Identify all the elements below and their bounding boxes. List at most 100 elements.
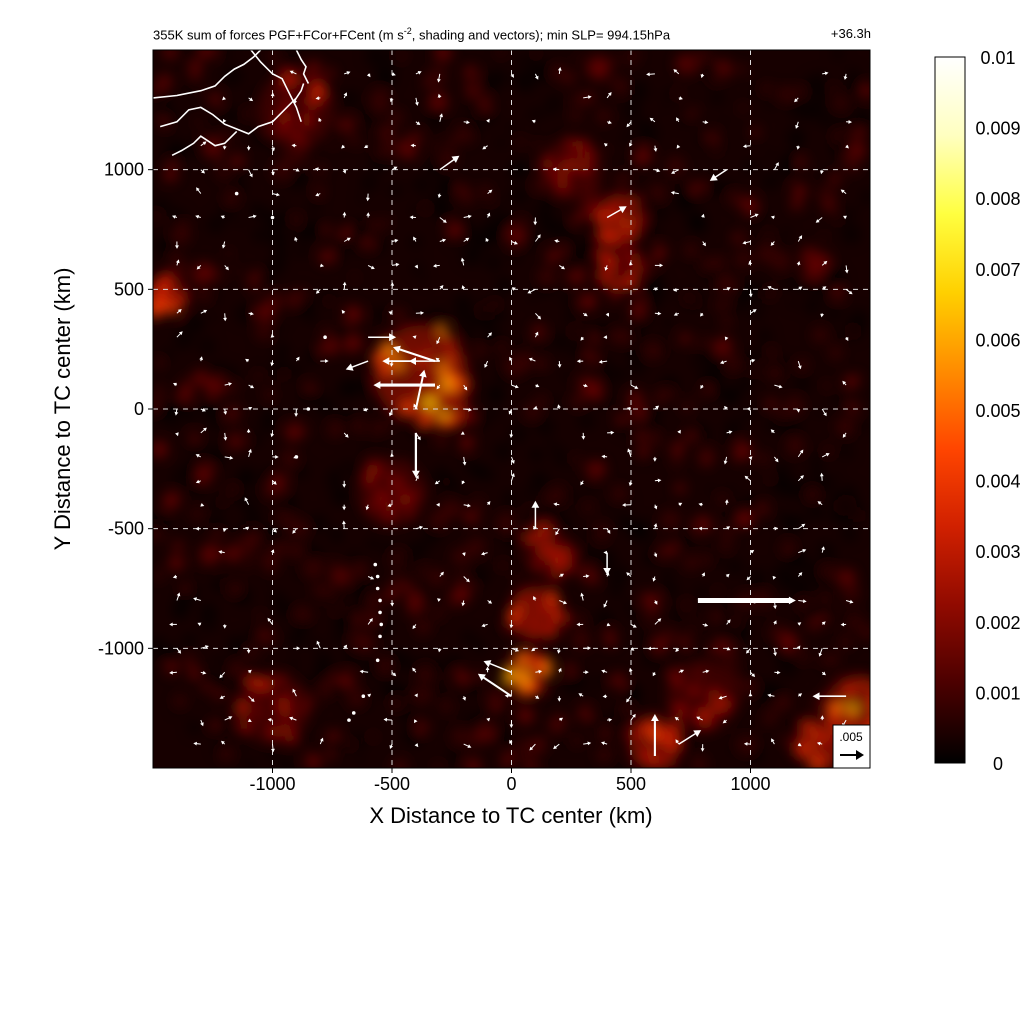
heatmap-hotspot-cell bbox=[539, 537, 546, 544]
force-vector-head bbox=[442, 238, 447, 243]
heatmap-speckle bbox=[280, 449, 299, 468]
island-outline bbox=[347, 718, 351, 722]
force-vector-head bbox=[821, 621, 826, 626]
force-vector-head bbox=[460, 431, 465, 435]
colorbar-tick-label: 0.007 bbox=[975, 260, 1020, 280]
heatmap-speckle bbox=[225, 249, 233, 258]
heatmap-speckle bbox=[623, 100, 642, 119]
heatmap-speckle bbox=[162, 646, 181, 665]
heatmap-hotspot-cell bbox=[652, 754, 658, 761]
heatmap-hotspot-cell bbox=[398, 492, 413, 507]
force-vector-head bbox=[746, 649, 750, 654]
heatmap-speckle bbox=[750, 131, 759, 141]
heatmap-speckle bbox=[581, 237, 601, 257]
heatmap-hotspot-cell bbox=[378, 457, 390, 468]
heatmap-hotspot-cell bbox=[383, 473, 391, 480]
heatmap-speckle bbox=[353, 726, 360, 733]
heatmap-speckle bbox=[559, 487, 575, 503]
force-vector-head bbox=[558, 667, 562, 672]
heatmap-speckle bbox=[210, 720, 220, 730]
force-vector-head bbox=[393, 166, 398, 170]
heatmap-speckle bbox=[433, 762, 443, 768]
heatmap-speckle bbox=[777, 510, 787, 521]
heatmap-speckle bbox=[460, 328, 474, 343]
heatmap-speckle bbox=[153, 397, 163, 414]
force-vector-head bbox=[580, 592, 584, 597]
heatmap-speckle bbox=[252, 273, 268, 289]
heatmap-speckle bbox=[448, 747, 464, 764]
heatmap-speckle bbox=[465, 83, 478, 96]
heatmap-speckle bbox=[287, 513, 296, 522]
heatmap-speckle bbox=[524, 487, 537, 500]
heatmap-speckle bbox=[576, 63, 588, 74]
force-vector-head bbox=[817, 501, 822, 505]
heatmap-speckle bbox=[288, 362, 304, 378]
heatmap-speckle bbox=[739, 358, 749, 368]
force-vector-head bbox=[770, 429, 775, 434]
heatmap-speckle bbox=[753, 283, 771, 301]
heatmap-hotspot-cell bbox=[556, 177, 570, 191]
force-vector-head bbox=[676, 144, 681, 149]
heatmap-speckle bbox=[587, 715, 605, 732]
heatmap-speckle bbox=[535, 394, 547, 406]
heatmap-speckle bbox=[737, 379, 752, 394]
heatmap-speckle bbox=[767, 398, 777, 409]
heatmap-speckle bbox=[840, 446, 853, 459]
heatmap-speckle bbox=[809, 465, 823, 479]
heatmap-speckle bbox=[165, 662, 178, 675]
heatmap-speckle bbox=[860, 190, 870, 204]
heatmap-speckle bbox=[792, 587, 806, 601]
heatmap-hotspot-cell bbox=[867, 717, 870, 725]
force-vector-head bbox=[581, 436, 586, 440]
force-vector-head bbox=[553, 745, 557, 750]
heatmap-speckle bbox=[625, 323, 644, 342]
force-vector-head bbox=[653, 458, 657, 462]
heatmap-hotspot-cell bbox=[401, 459, 410, 468]
heatmap-speckle bbox=[544, 494, 554, 504]
heatmap-speckle bbox=[578, 412, 595, 430]
heatmap-speckle bbox=[699, 58, 718, 78]
force-vector-head bbox=[796, 645, 801, 650]
heatmap-hotspot-cell bbox=[800, 729, 808, 738]
force-vector-head bbox=[587, 95, 592, 99]
heatmap-speckle bbox=[488, 198, 495, 205]
force-vector-head bbox=[723, 460, 728, 465]
heatmap-speckle bbox=[309, 638, 321, 649]
heatmap-hotspot-cell bbox=[612, 281, 622, 292]
force-vector-head bbox=[537, 315, 542, 320]
heatmap-speckle bbox=[377, 620, 392, 635]
heatmap-speckle bbox=[303, 558, 324, 578]
heatmap-speckle bbox=[787, 276, 799, 288]
heatmap-speckle bbox=[366, 389, 373, 396]
force-vector-head bbox=[848, 120, 852, 124]
heatmap-speckle bbox=[842, 584, 861, 603]
force-vector-head bbox=[744, 475, 749, 480]
force-vector-head bbox=[451, 155, 460, 163]
heatmap-hotspot-cell bbox=[386, 516, 392, 523]
heatmap-speckle bbox=[780, 415, 789, 424]
force-vector-head bbox=[463, 386, 468, 391]
force-vector-head bbox=[796, 261, 801, 265]
heatmap-speckle bbox=[691, 356, 702, 367]
force-vector-head bbox=[513, 241, 518, 245]
heatmap-hotspot-cell bbox=[445, 344, 453, 352]
heatmap-hotspot-cell bbox=[553, 605, 558, 611]
heatmap-speckle bbox=[358, 194, 367, 204]
heatmap-speckle bbox=[725, 181, 735, 191]
heatmap-speckle bbox=[376, 64, 397, 85]
heatmap-speckle bbox=[210, 577, 228, 594]
force-vector-head bbox=[346, 237, 351, 242]
heatmap-speckle bbox=[491, 730, 506, 745]
force-vector-head bbox=[627, 448, 631, 453]
heatmap-speckle bbox=[597, 393, 612, 408]
heatmap-speckle bbox=[473, 639, 486, 653]
force-vector-head bbox=[295, 356, 300, 361]
force-vector-head bbox=[509, 724, 514, 728]
heatmap-speckle bbox=[466, 97, 479, 110]
heatmap-speckle bbox=[798, 652, 810, 663]
heatmap-speckle bbox=[839, 504, 859, 524]
heatmap-speckle bbox=[653, 205, 669, 220]
force-vector-head bbox=[195, 454, 200, 458]
force-vector-head bbox=[557, 364, 562, 368]
heatmap-speckle bbox=[644, 194, 656, 205]
